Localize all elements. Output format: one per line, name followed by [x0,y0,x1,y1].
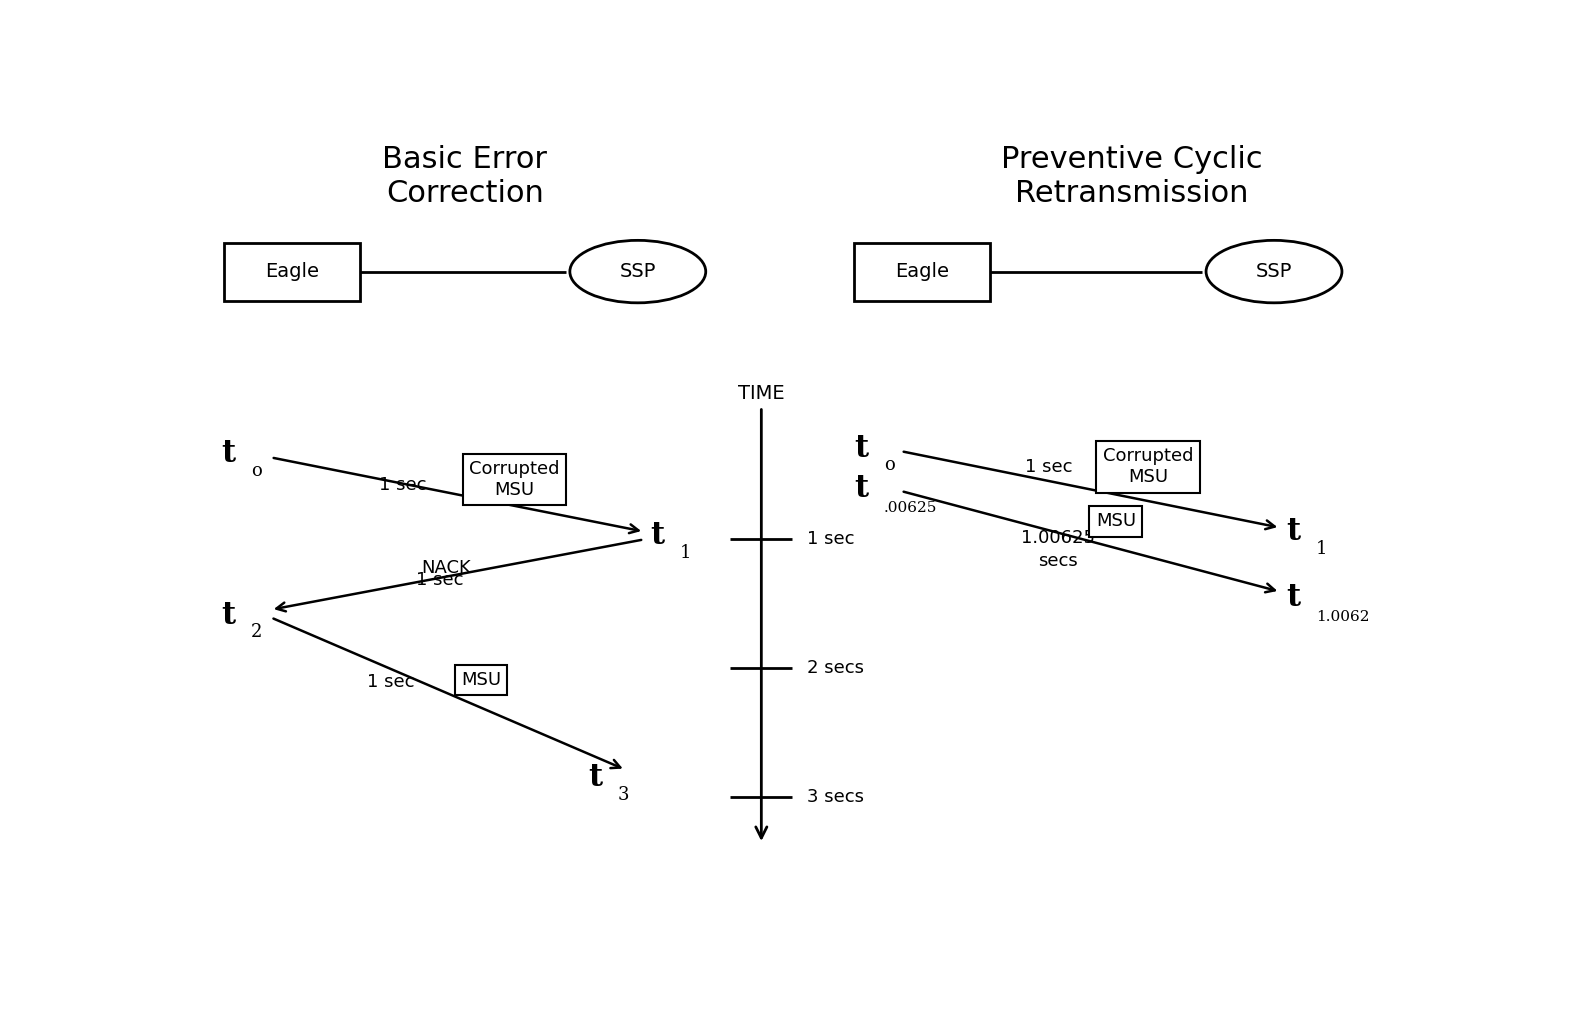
Text: 1 sec: 1 sec [416,571,464,589]
Text: 3 secs: 3 secs [807,788,864,806]
Text: MSU: MSU [1095,512,1137,530]
Text: 1: 1 [1317,539,1328,558]
Text: 1.0062: 1.0062 [1317,610,1369,625]
Text: t: t [650,520,665,551]
Text: t: t [222,438,236,469]
Text: Corrupted
MSU: Corrupted MSU [469,460,559,499]
Text: 3: 3 [618,786,630,804]
Text: t: t [854,433,869,463]
Text: Basic Error
Correction: Basic Error Correction [383,145,547,208]
Text: 1 sec: 1 sec [379,476,427,494]
Text: t: t [1286,582,1301,613]
Text: t: t [588,763,603,793]
Text: 1.00625
secs: 1.00625 secs [1020,529,1095,570]
FancyBboxPatch shape [223,242,360,301]
Text: MSU: MSU [461,671,501,689]
Text: 2 secs: 2 secs [807,659,864,677]
FancyBboxPatch shape [854,242,990,301]
Text: SSP: SSP [1256,262,1293,281]
Ellipse shape [1207,240,1342,303]
Text: 1: 1 [679,544,692,562]
Text: Eagle: Eagle [894,263,948,282]
Text: NACK: NACK [421,560,472,577]
Text: t: t [222,599,236,631]
Text: TIME: TIME [738,383,784,403]
Ellipse shape [571,240,706,303]
Text: t: t [1286,516,1301,548]
Text: 2: 2 [252,624,263,641]
Text: SSP: SSP [620,262,657,281]
Text: Corrupted
MSU: Corrupted MSU [1103,447,1194,486]
Text: 1 sec: 1 sec [807,530,854,549]
Text: 1 sec: 1 sec [1025,457,1073,476]
Text: o: o [252,461,261,480]
Text: .00625: .00625 [883,501,937,515]
Text: 1 sec: 1 sec [367,673,414,692]
Text: Eagle: Eagle [265,263,319,282]
Text: t: t [854,474,869,504]
Text: o: o [883,456,894,475]
Text: Preventive Cyclic
Retransmission: Preventive Cyclic Retransmission [1001,145,1262,208]
